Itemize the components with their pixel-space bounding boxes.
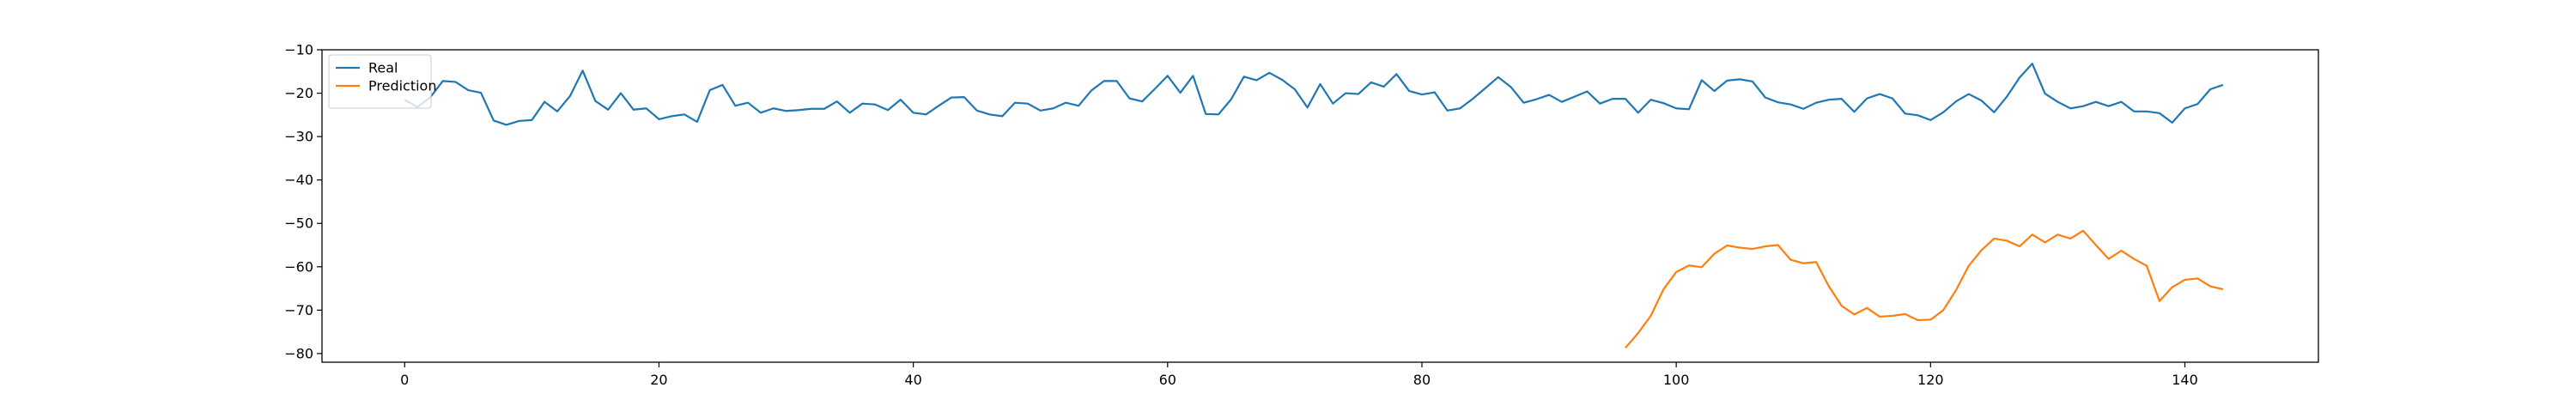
x-tick-label: 40	[904, 372, 921, 388]
plot-frame	[321, 49, 2319, 363]
y-tick-label: −60	[284, 258, 313, 275]
legend-label-real: Real	[368, 60, 398, 76]
x-tick-label: 100	[1663, 372, 1690, 388]
series-line-real	[404, 63, 2224, 126]
x-axis: 0 20 40 60 80 100 120 140	[400, 362, 2198, 388]
y-tick-label: −20	[284, 85, 313, 101]
legend-label-prediction: Prediction	[368, 78, 436, 94]
y-tick-label: −40	[284, 172, 313, 188]
y-tick-label: −80	[284, 345, 313, 361]
y-axis: −10 −20 −30 −40 −50 −60 −70 −80	[284, 42, 322, 361]
y-tick-label: −70	[284, 302, 313, 318]
x-tick-label: 80	[1413, 372, 1431, 388]
x-tick-label: 140	[2172, 372, 2198, 388]
y-tick-label: −10	[284, 42, 313, 58]
x-tick-label: 60	[1159, 372, 1176, 388]
x-tick-label: 0	[400, 372, 409, 388]
legend: Real Prediction	[328, 54, 436, 109]
x-tick-label: 20	[650, 372, 667, 388]
series-line-prediction	[1625, 229, 2224, 349]
series-layer	[404, 63, 2224, 349]
y-tick-label: −50	[284, 215, 313, 232]
y-tick-label: −30	[284, 129, 313, 145]
x-tick-label: 120	[1917, 372, 1944, 388]
